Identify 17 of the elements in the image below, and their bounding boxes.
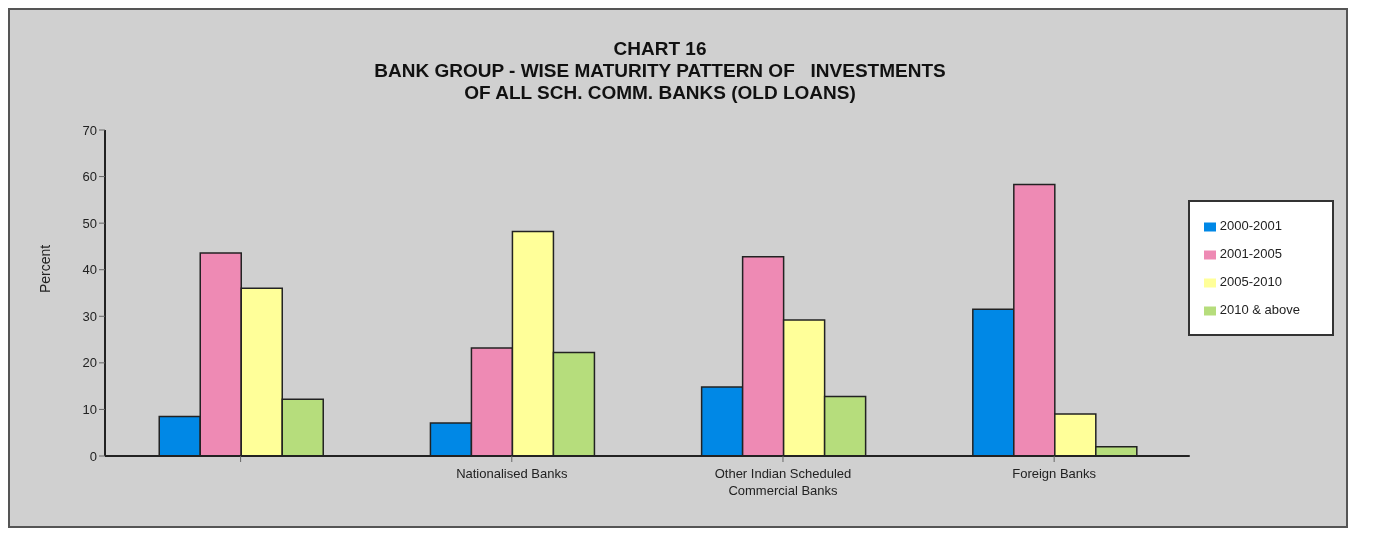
x-tick-label: Nationalised Banks <box>456 466 568 481</box>
y-axis-title: Percent <box>36 244 53 293</box>
y-tick-label: 70 <box>82 122 97 138</box>
y-tick-label: 0 <box>89 448 97 464</box>
legend-label: 2005-2010 <box>1219 274 1282 289</box>
y-tick-label: 40 <box>82 262 97 278</box>
legend-label: 2010 & above <box>1219 302 1300 317</box>
x-tick-label: Other Indian Scheduled Commercial Banks <box>714 466 852 498</box>
legend-label: 2000-2001 <box>1219 218 1282 233</box>
y-tick-label: 10 <box>82 402 97 418</box>
legend-label: 2001-2005 <box>1219 246 1282 261</box>
chart-title: CHART 16 BANK GROUP - WISE MATURITY PATTERN OF INVESTMENTS OF ALL SCH. COMM. BANKS (OLD LOANS) <box>373 38 947 104</box>
y-tick-label: 30 <box>82 308 97 324</box>
y-tick-label: 60 <box>82 169 97 185</box>
x-tick-label: Foreign Banks <box>1012 466 1097 481</box>
y-tick-label: 20 <box>82 355 97 371</box>
y-tick-label: 50 <box>82 215 97 231</box>
